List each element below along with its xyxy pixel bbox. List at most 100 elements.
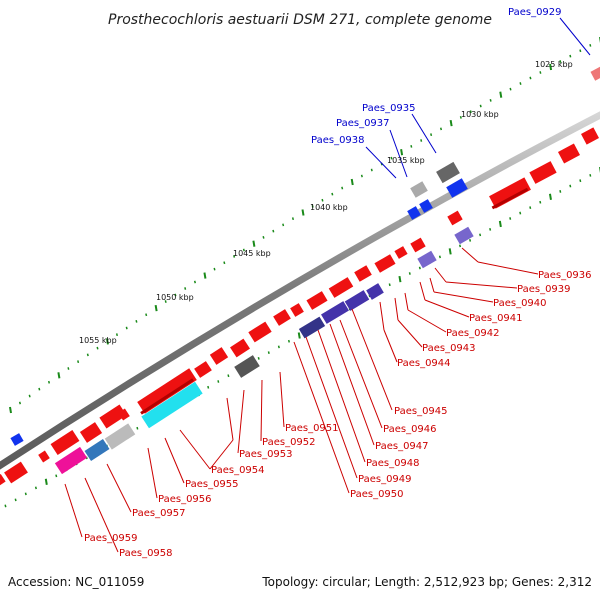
gene-reverse xyxy=(79,422,103,443)
gene-reverse xyxy=(273,309,291,326)
tick-label: 1055 kbp xyxy=(79,336,117,345)
ring-tick xyxy=(301,209,305,216)
accession-text: Accession: NC_011059 xyxy=(8,575,144,589)
gene-label: Paes_0939 xyxy=(517,284,571,295)
leader-line xyxy=(179,429,211,470)
gene-label: Paes_0937 xyxy=(336,118,390,129)
leader-line xyxy=(424,299,470,318)
ring-tick xyxy=(227,374,230,378)
ring-tick xyxy=(569,54,572,58)
ring-tick xyxy=(548,193,552,200)
gene-reverse xyxy=(230,338,250,358)
ring-tick xyxy=(213,267,216,271)
ring-tick xyxy=(549,63,553,71)
gene-reverse xyxy=(344,290,370,311)
ring-tick xyxy=(589,43,592,47)
ring-tick xyxy=(321,198,324,202)
ring-tick xyxy=(154,304,158,312)
gene-label: Paes_0945 xyxy=(394,406,448,417)
gene-forward xyxy=(410,181,428,198)
gene-reverse xyxy=(298,316,326,339)
ring-tick xyxy=(96,346,99,350)
ring-tick xyxy=(18,401,21,405)
ring-tick xyxy=(489,228,492,231)
gene-reverse xyxy=(234,355,260,378)
ring-tick xyxy=(559,190,562,193)
gene-reverse xyxy=(328,277,354,298)
ring-tick xyxy=(67,367,70,370)
forward-gene-labels: Paes_0929 Paes_0935 Paes_0937 Paes_0938 xyxy=(311,7,562,146)
ring-tick xyxy=(86,353,89,357)
gene-reverse xyxy=(209,347,229,365)
gene-reverse xyxy=(50,429,80,456)
label-leader-lines xyxy=(64,17,591,553)
genome-backbone xyxy=(0,111,600,470)
ring-tick xyxy=(498,220,502,228)
gene-reverse xyxy=(38,450,50,463)
ring-tick xyxy=(398,275,402,283)
ring-tick xyxy=(589,173,592,177)
ring-tick xyxy=(579,179,582,183)
leader-line xyxy=(433,291,494,303)
ring-tick xyxy=(262,236,265,239)
ring-tick xyxy=(370,168,373,172)
reverse-gene-labels: Paes_0936 Paes_0939 Paes_0940 Paes_0941 … xyxy=(84,270,592,559)
gene-forward xyxy=(407,206,421,220)
ring-tick xyxy=(448,248,452,255)
ring-tick xyxy=(479,233,482,237)
leader-line xyxy=(379,301,385,331)
gene-label: Paes_0940 xyxy=(493,298,547,309)
ring-tick xyxy=(469,110,472,114)
gene-reverse xyxy=(366,283,384,300)
ring-tick xyxy=(242,248,245,252)
gene-label: Paes_0944 xyxy=(397,358,451,369)
ring-tick xyxy=(272,229,275,233)
leader-line xyxy=(260,379,263,442)
ring-tick xyxy=(390,156,393,160)
ring-tick xyxy=(4,504,7,508)
gene-forward xyxy=(436,161,460,184)
gene-reverse xyxy=(84,438,110,462)
ring-tick xyxy=(388,283,391,287)
leader-line xyxy=(404,292,409,311)
leader-line xyxy=(106,463,132,513)
gene-reverse xyxy=(581,127,599,145)
ring-tick xyxy=(203,272,207,279)
leader-line xyxy=(317,329,366,463)
ring-tick xyxy=(44,478,48,485)
ring-tick xyxy=(311,204,314,208)
ring-tick xyxy=(277,345,280,349)
leader-line xyxy=(365,146,397,179)
gene-shade xyxy=(140,378,194,415)
leader-line xyxy=(477,261,539,275)
ring-tick xyxy=(509,87,512,91)
ring-tick xyxy=(115,333,118,337)
leader-line xyxy=(394,297,399,321)
gene-reverse xyxy=(489,177,531,209)
ring-tick xyxy=(350,178,354,186)
gene-reverse xyxy=(394,246,408,259)
ring-tick xyxy=(28,394,31,398)
ring-tick xyxy=(559,60,562,63)
leader-line xyxy=(383,329,398,363)
ring-tick xyxy=(57,372,61,379)
leader-line xyxy=(351,308,393,411)
tick-label: 1030 kbp xyxy=(461,110,499,119)
ring-tick xyxy=(430,133,433,137)
ring-tick xyxy=(489,98,492,102)
ring-tick xyxy=(47,380,51,384)
ring-tick xyxy=(217,380,220,383)
gene-reverse xyxy=(194,361,212,378)
leader-line xyxy=(209,439,234,470)
leader-line xyxy=(429,277,435,293)
leader-line xyxy=(305,336,358,479)
ring-tick xyxy=(400,149,404,156)
gene-reverse xyxy=(354,265,372,282)
ring-tick xyxy=(136,426,139,430)
ring-tick xyxy=(408,272,411,275)
gene-reverse xyxy=(0,474,6,487)
ring-tick xyxy=(529,76,532,80)
ring-tick xyxy=(34,486,37,490)
